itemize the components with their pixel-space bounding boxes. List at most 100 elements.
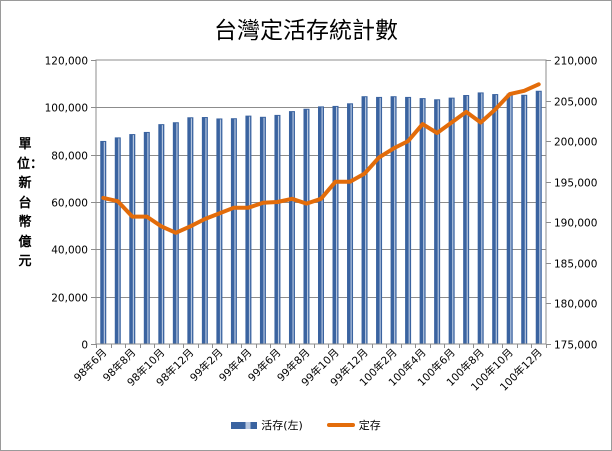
bar-highlight (118, 138, 120, 344)
bar-body (419, 98, 426, 344)
right-axis-tick-label: 210,000 (554, 56, 597, 68)
bar-body (201, 117, 208, 344)
bar (361, 96, 368, 345)
bar-highlight (306, 109, 309, 345)
bar (129, 134, 136, 344)
line-point (101, 196, 105, 200)
bar (230, 118, 237, 344)
line-point (406, 139, 410, 143)
bar-body (506, 93, 513, 345)
bar-highlight (219, 119, 222, 344)
bar (114, 137, 121, 344)
left-axis-tick-label: 40,000 (51, 245, 88, 257)
bar (535, 90, 542, 345)
bar (434, 99, 441, 344)
legend-label-demand: 活存(左) (261, 419, 303, 432)
bar-highlight (423, 99, 425, 344)
bar-body (245, 115, 252, 344)
bar-highlight (277, 115, 280, 344)
line-point (290, 197, 294, 201)
bar (376, 96, 383, 344)
bar-highlight (350, 104, 352, 344)
bar (100, 140, 107, 344)
line-point (174, 231, 178, 235)
bar (187, 117, 194, 344)
bar (288, 111, 295, 345)
bar-highlight (234, 119, 236, 344)
bar-body (535, 90, 542, 345)
line-point (537, 82, 541, 86)
right-axis-tick-label: 180,000 (554, 299, 597, 311)
bar-highlight (190, 118, 193, 344)
bar (216, 118, 223, 344)
line-point (188, 224, 192, 228)
line-point (421, 122, 425, 126)
bar (245, 115, 252, 344)
right-axis-tick-label: 195,000 (554, 178, 597, 190)
bar-highlight (132, 135, 134, 344)
legend-swatch-bar (231, 421, 258, 429)
bar (506, 93, 513, 345)
bar-highlight (205, 118, 207, 344)
bar-body (187, 117, 194, 344)
line-point (479, 120, 483, 125)
bar-highlight (161, 125, 164, 345)
bar-body (288, 111, 295, 345)
line-point (203, 217, 207, 221)
bar (318, 106, 324, 345)
line-point (391, 146, 396, 151)
bar-highlight (263, 117, 265, 344)
line-point (116, 199, 120, 203)
line-point (435, 131, 439, 135)
right-axis-tick-label: 185,000 (554, 259, 597, 271)
bar (274, 114, 281, 344)
line-point (450, 120, 454, 125)
bar-highlight (510, 94, 512, 345)
right-axis-tick-label: 175,000 (554, 340, 597, 352)
bar (463, 95, 470, 344)
right-axis-tick-label: 190,000 (554, 218, 597, 230)
bar-highlight (539, 91, 541, 345)
bar-highlight (481, 93, 483, 344)
line-point (304, 202, 309, 206)
bar (521, 94, 528, 344)
bar-body (143, 131, 150, 344)
bar (347, 103, 354, 344)
bar-body (361, 96, 368, 345)
line-point (522, 89, 526, 93)
bar-body (230, 118, 237, 344)
bar (448, 97, 455, 344)
bar (332, 105, 339, 344)
y-axis-label: 單位：新台幣億元 (17, 137, 44, 269)
line-point (319, 197, 323, 201)
bar-body (376, 96, 383, 344)
legend-swatch-line (326, 423, 355, 427)
bar-highlight (394, 97, 396, 345)
bar-highlight (248, 116, 251, 344)
line-point (333, 180, 338, 184)
bar-body (434, 99, 441, 344)
line-point (261, 201, 265, 205)
bar-body (492, 94, 499, 344)
line-point (246, 206, 251, 210)
line-point (508, 92, 512, 96)
line-point (130, 215, 134, 219)
legend: 活存(左) 定存 (1, 417, 611, 433)
bar-highlight (336, 106, 338, 344)
bar-body (158, 124, 165, 345)
bar-highlight (292, 112, 294, 345)
line-point (493, 107, 497, 112)
bar-body (463, 95, 470, 344)
bar (390, 96, 397, 345)
bar-highlight (103, 141, 105, 344)
bar-body (448, 97, 455, 344)
bar (419, 98, 426, 344)
bar (303, 108, 310, 345)
line-point (377, 155, 381, 159)
bar-body (100, 140, 107, 344)
bar (158, 124, 165, 345)
legend-label-time: 定存 (358, 419, 381, 432)
bar-body (347, 103, 354, 344)
